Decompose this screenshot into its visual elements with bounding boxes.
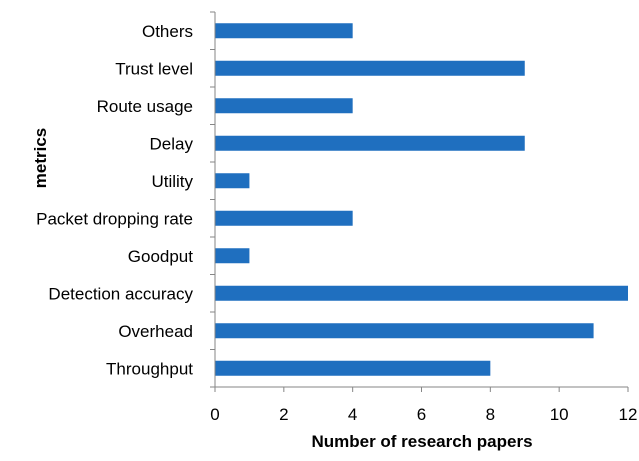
category-label: Route usage	[97, 97, 193, 116]
bar	[215, 285, 628, 301]
bar	[215, 210, 353, 226]
bar	[215, 60, 525, 76]
y-axis-title: metrics	[31, 128, 50, 188]
bar	[215, 323, 594, 339]
category-label: Trust level	[115, 59, 193, 78]
x-tick-label: 4	[348, 405, 357, 424]
category-label: Overhead	[118, 322, 193, 341]
category-label: Utility	[151, 172, 193, 191]
x-tick-label: 10	[550, 405, 569, 424]
x-tick-label: 12	[619, 405, 638, 424]
bar	[215, 360, 491, 376]
labels-layer: Others Trust level Route usage Delay Utility…	[36, 22, 637, 424]
bar	[215, 135, 525, 151]
category-label: Delay	[150, 134, 194, 153]
bar	[215, 98, 353, 114]
x-axis-title: Number of research papers	[311, 432, 532, 451]
x-tick-label: 6	[417, 405, 426, 424]
bar	[215, 173, 250, 189]
category-label: Goodput	[128, 247, 193, 266]
category-label: Packet dropping rate	[36, 209, 193, 228]
x-tick-label: 0	[210, 405, 219, 424]
category-label: Detection accuracy	[48, 284, 193, 303]
category-label: Throughput	[106, 359, 193, 378]
bar	[215, 248, 250, 264]
x-tick-label: 8	[486, 405, 495, 424]
bar	[215, 23, 353, 39]
category-label: Others	[142, 22, 193, 41]
axes-layer	[210, 11, 629, 392]
bars-layer	[215, 23, 628, 376]
x-tick-label: 2	[279, 405, 288, 424]
